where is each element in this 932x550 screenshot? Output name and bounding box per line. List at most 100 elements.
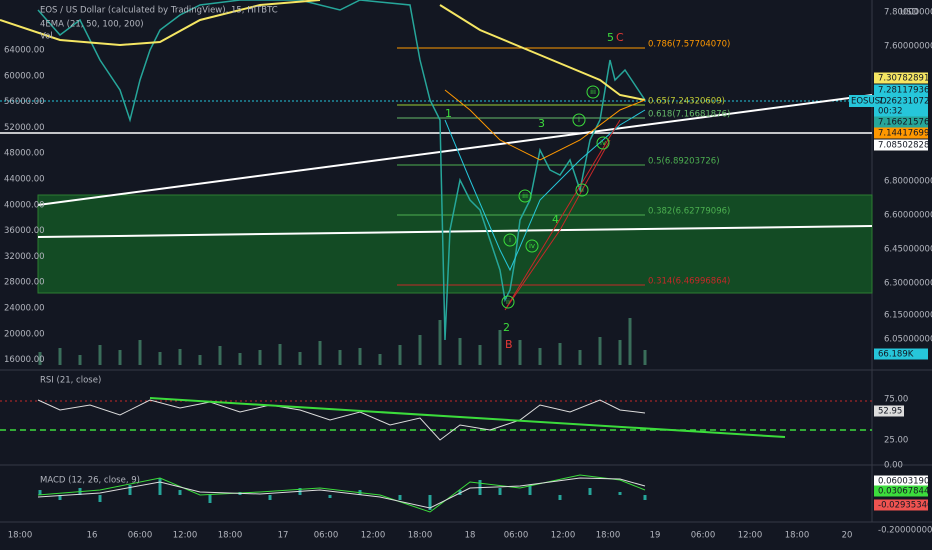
left-tick: 28000.00 bbox=[4, 278, 45, 288]
time-tick: 06:00 bbox=[691, 531, 716, 541]
sub-wave-circle bbox=[572, 113, 586, 127]
time-tick: 06:00 bbox=[314, 531, 339, 541]
wave-label: 4 bbox=[552, 213, 559, 226]
macd-tag-bg bbox=[874, 485, 928, 497]
rsi-tick: 0.00 bbox=[884, 461, 903, 471]
rsi-trend bbox=[149, 397, 786, 438]
wave-label: 1 bbox=[445, 107, 452, 120]
right-tick: 7.80000000 bbox=[884, 8, 932, 18]
sub-wave-label: i bbox=[509, 236, 511, 244]
right-tick: 6.05000000 bbox=[884, 335, 932, 345]
time-tick: 06:00 bbox=[504, 531, 529, 541]
fib-label: 0.786(7.57704070) bbox=[648, 40, 730, 50]
macd-tick: -0.02935346 bbox=[878, 501, 932, 511]
signal-line bbox=[37, 477, 646, 509]
fib-label: 0.314(6.46996864) bbox=[648, 277, 730, 287]
macd-tick: 0.03067844 bbox=[878, 487, 929, 497]
sub-wave-label: ii bbox=[506, 298, 510, 306]
left-tick: 20000.00 bbox=[4, 329, 45, 339]
currency: USD bbox=[900, 8, 919, 18]
sub-wave-circle bbox=[518, 189, 532, 203]
macd-tag-bg bbox=[874, 499, 928, 511]
volume bbox=[38, 318, 647, 365]
rsi-tick: 75.00 bbox=[884, 395, 908, 405]
price-tag: 7.08502828 bbox=[878, 141, 929, 151]
time-tick: 19 bbox=[650, 531, 661, 541]
time-tick: 20 bbox=[842, 531, 853, 541]
left-tick: 16000.00 bbox=[4, 355, 45, 365]
right-tick: 6.80000000 bbox=[884, 177, 932, 187]
time-tick: 18:00 bbox=[785, 531, 810, 541]
price-tag: 7.28117936 bbox=[878, 86, 929, 96]
wave-label: 2 bbox=[503, 321, 510, 334]
time-tick: 16 bbox=[87, 531, 98, 541]
rsi-current: 52.95 bbox=[878, 407, 902, 417]
price-tag: 7.14417699 bbox=[878, 129, 929, 139]
rsi-title: RSI (21, close) bbox=[40, 376, 101, 386]
sub-wave-label: iii bbox=[522, 192, 528, 200]
left-tick: 36000.00 bbox=[4, 226, 45, 236]
sub-wave-circle bbox=[501, 295, 515, 309]
fib-label: 0.65(7.24320609) bbox=[648, 97, 725, 107]
trend-line bbox=[37, 225, 873, 238]
time-tick: 06:00 bbox=[128, 531, 153, 541]
sub-wave-circle bbox=[596, 136, 610, 150]
left-tick: 40000.00 bbox=[4, 200, 45, 210]
price-tag-bg bbox=[874, 348, 928, 360]
right-tick: 6.60000000 bbox=[884, 211, 932, 221]
time-tick: 12:00 bbox=[551, 531, 576, 541]
price-tag-bg bbox=[874, 84, 928, 96]
wave-line bbox=[504, 119, 621, 311]
wave-label: 5 bbox=[607, 31, 614, 44]
left-tick: 44000.00 bbox=[4, 175, 45, 185]
wave-label: 3 bbox=[538, 117, 545, 130]
fib-lines bbox=[397, 47, 645, 286]
time-tick: 12:00 bbox=[738, 531, 763, 541]
zone bbox=[37, 194, 873, 294]
price-tag-bg bbox=[874, 127, 928, 139]
sub-wave-circle bbox=[575, 183, 589, 197]
left-tick: 52000.00 bbox=[4, 123, 45, 133]
fib-label: 0.5(6.89203726) bbox=[648, 157, 720, 167]
time-tick: 12:00 bbox=[361, 531, 386, 541]
right-tick: 6.45000000 bbox=[884, 245, 932, 255]
ema bbox=[0, 0, 646, 101]
rsi-tag-bg bbox=[874, 405, 904, 417]
left-tick: 56000.00 bbox=[4, 97, 45, 107]
sub-wave-label: ii bbox=[580, 186, 584, 194]
symbol-tag: EOSUSD bbox=[851, 97, 887, 107]
sub-wave-label: iv bbox=[600, 139, 606, 147]
macd-tick: 0.06003190 bbox=[878, 477, 929, 487]
price-tag-bg bbox=[874, 72, 928, 84]
time-tick: 18:00 bbox=[408, 531, 433, 541]
price-tag-bg bbox=[874, 116, 928, 128]
indicator: 4EMA (21, 50, 100, 200) bbox=[40, 20, 144, 30]
macd-line bbox=[37, 474, 646, 513]
fib-label: 0.618(7.16681876) bbox=[648, 110, 730, 120]
left-tick: 32000.00 bbox=[4, 252, 45, 262]
time-tick: 12:00 bbox=[173, 531, 198, 541]
wave-label: B bbox=[505, 338, 513, 351]
symbol-tag-bg bbox=[849, 95, 882, 107]
price-tag: 7.26231072 bbox=[878, 97, 929, 107]
price-tag: 7.30782891 bbox=[878, 74, 929, 84]
title: EOS / US Dollar (calculated by TradingVi… bbox=[40, 6, 278, 16]
right-tick: 6.15000000 bbox=[884, 311, 932, 321]
time-tick: 17 bbox=[278, 531, 289, 541]
left-tick: 60000.00 bbox=[4, 71, 45, 81]
time-tick: 18:00 bbox=[218, 531, 243, 541]
left-tick: 64000.00 bbox=[4, 46, 45, 56]
left-tick: 48000.00 bbox=[4, 149, 45, 159]
right-tick: 7.60000000 bbox=[884, 42, 932, 52]
price-tag: 00:32 bbox=[878, 107, 903, 117]
volume-label: Vol bbox=[40, 32, 53, 42]
price-tag-bg bbox=[874, 139, 928, 151]
sub-wave-circle bbox=[586, 85, 600, 99]
price-tag-bg bbox=[874, 105, 928, 117]
sub-wave-label: iv bbox=[529, 242, 535, 250]
time-tick: 18:00 bbox=[8, 531, 33, 541]
sub-wave-circle bbox=[525, 239, 539, 253]
wave-label: C bbox=[616, 31, 624, 44]
